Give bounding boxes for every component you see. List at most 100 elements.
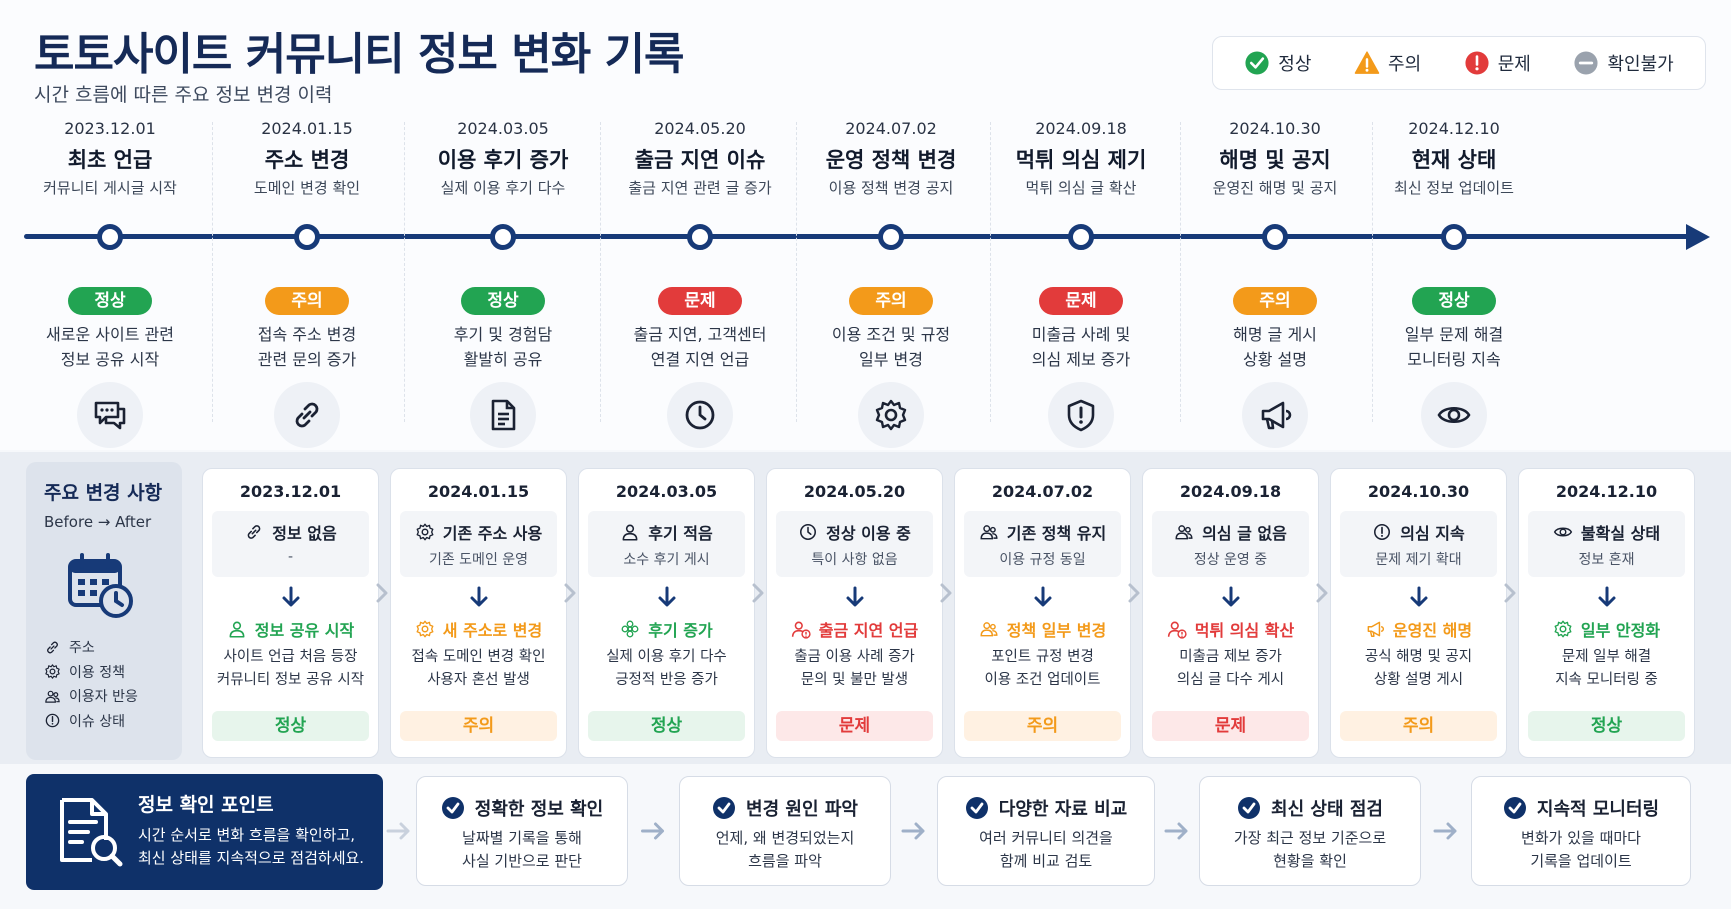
check-point-desc-line1: 변화가 있을 때마다 <box>1521 829 1641 847</box>
before-title: 후기 적음 <box>648 524 713 543</box>
changes-key-1: 이용 정책 <box>44 660 164 685</box>
page-title: 토토사이트 커뮤니티 정보 변화 기록 <box>34 29 684 80</box>
timeline-event-6: 2024.10.30 해명 및 공지 운영진 해명 및 공지 주의 해명 글 게시 상황 … <box>1168 118 1382 448</box>
after-desc-line2: 지속 모니터링 중 <box>1555 672 1658 688</box>
event-description: 출금 지연, 고객센터 연결 지연 언급 <box>593 322 807 372</box>
before-subtitle: 특이 사항 없음 <box>811 552 898 568</box>
changes-key-3: 이슈 상태 <box>44 709 164 734</box>
check-circle-icon <box>441 797 464 819</box>
chevron-right-icon <box>1502 582 1518 604</box>
timeline-divider <box>1372 122 1373 422</box>
timeline-divider <box>796 122 797 422</box>
timeline-dot <box>1068 224 1094 250</box>
event-subtitle: 실제 이용 후기 다수 <box>440 179 566 197</box>
check-points-section: 정보 확인 포인트 시간 순서로 변화 흐름을 확인하고, 최신 상태를 지속적으… <box>0 768 1731 909</box>
card-date: 2024.09.18 <box>1179 482 1282 501</box>
check-point-0: 정확한 정보 확인 날짜별 기록을 통해 사실 기반으로 판단 <box>416 776 628 886</box>
card-date: 2024.10.30 <box>1367 482 1470 501</box>
check-point-1: 변경 원인 파악 언제, 왜 변경되었는지 흐름을 파악 <box>679 776 891 886</box>
legend-item-0: 정상 <box>1244 50 1311 76</box>
change-card-0: 2023.12.01 정보 없음 - 정보 공유 시작 사이트 언급 처음 등장 커뮤니티… <box>202 468 379 758</box>
card-before: 불확실 상태 정보 혼재 <box>1528 511 1685 577</box>
event-desc-line1: 미출금 사례 및 <box>1031 325 1131 344</box>
status-badge: 주의 <box>1233 287 1317 315</box>
gear-icon <box>416 523 434 541</box>
timeline-event-7: 2024.12.10 현재 상태 최신 정보 업데이트 정상 일부 문제 해결 모니터링 … <box>1347 118 1561 448</box>
check-point-desc-line1: 가장 최근 정보 기준으로 <box>1233 829 1387 847</box>
before-title: 정상 이용 중 <box>826 524 911 543</box>
check-point-desc: 변화가 있을 때마다 기록을 업데이트 <box>1472 827 1690 873</box>
user-alert-icon <box>791 621 811 639</box>
card-after: 운영진 해명 공식 해명 및 공지 상황 설명 게시 <box>1340 617 1497 699</box>
legend-item-1: 주의 <box>1354 50 1421 76</box>
event-title: 최초 언급 <box>67 148 153 172</box>
timeline-divider <box>212 122 213 422</box>
card-after: 후기 증가 실제 이용 후기 다수 긍정적 반응 증가 <box>588 617 745 699</box>
after-desc-line2: 의심 글 다수 게시 <box>1176 672 1285 688</box>
before-title: 기존 주소 사용 <box>442 524 543 543</box>
link-icon <box>47 641 58 654</box>
check-point-desc-line2: 흐름을 파악 <box>748 852 822 870</box>
chat-icon <box>94 401 126 430</box>
after-desc-line1: 문제 일부 해결 <box>1561 649 1652 665</box>
change-card-5: 2024.09.18 의심 글 없음 정상 운영 중 먹튀 의심 확산 미출금 제보 증… <box>1142 468 1319 758</box>
event-date: 2024.03.05 <box>457 119 549 138</box>
legend-label: 정상 <box>1278 54 1312 75</box>
legend-label: 주의 <box>1388 54 1422 75</box>
status-badge: 문제 <box>1039 287 1123 315</box>
status-legend: 정상 주의 문제 확인불가 <box>1212 36 1706 90</box>
chevron-right-icon <box>938 582 954 604</box>
event-date: 2024.09.18 <box>1035 119 1127 138</box>
card-status: 문제 <box>1152 711 1309 741</box>
arrow-down-icon <box>846 586 863 607</box>
check-point-desc: 언제, 왜 변경되었는지 흐름을 파악 <box>680 827 890 873</box>
after-title: 출금 지연 언급 <box>818 621 919 640</box>
card-before: 정보 없음 - <box>212 511 369 577</box>
chevron-right-icon <box>750 582 766 604</box>
event-desc-line1: 일부 문제 해결 <box>1404 325 1504 344</box>
check-point-title: 다양한 자료 비교 <box>998 799 1128 820</box>
arrow-down-icon <box>1598 586 1615 607</box>
change-card-6: 2024.10.30 의심 지속 문제 제기 확대 운영진 해명 공식 해명 및 공지 상… <box>1330 468 1507 758</box>
check-circle-icon <box>965 797 988 819</box>
after-desc-line2: 문의 및 불만 발생 <box>800 672 909 688</box>
alert-circle-icon <box>45 713 60 728</box>
arrow-down-icon <box>1410 586 1427 607</box>
event-subtitle: 먹튀 의심 글 확산 <box>1025 179 1137 197</box>
before-subtitle: 기존 도메인 운영 <box>428 552 529 568</box>
card-status: 정상 <box>588 711 745 741</box>
after-desc-line2: 상황 설명 게시 <box>1373 672 1464 688</box>
before-title: 기존 정책 유지 <box>1006 524 1107 543</box>
card-date: 2024.07.02 <box>991 482 1094 501</box>
shield-alert-icon <box>1067 399 1095 432</box>
arrow-right-icon <box>386 820 412 842</box>
user-alert-icon <box>1167 621 1187 639</box>
megaphone-icon <box>1261 401 1292 430</box>
check-circle-icon <box>1238 797 1261 819</box>
users-icon <box>980 622 998 637</box>
arrow-down-icon <box>282 586 299 607</box>
card-date: 2024.05.20 <box>803 482 906 501</box>
legend-label: 문제 <box>1497 54 1531 75</box>
event-icon-circle <box>1048 382 1114 448</box>
event-date: 2024.12.10 <box>1408 119 1500 138</box>
check-points-desc-line1: 시간 순서로 변화 흐름을 확인하고, <box>138 826 356 844</box>
before-subtitle: - <box>287 549 294 565</box>
event-subtitle: 커뮤니티 게시글 시작 <box>43 179 177 197</box>
arrow-down-icon <box>1034 586 1051 607</box>
card-date: 2024.12.10 <box>1555 482 1658 501</box>
change-card-4: 2024.07.02 기존 정책 유지 이용 규정 동일 정책 일부 변경 포인트 규정… <box>954 468 1131 758</box>
calendar-clock-icon <box>68 553 133 618</box>
check-circle-icon <box>1503 797 1526 819</box>
check-point-desc: 날짜별 기록을 통해 사실 기반으로 판단 <box>417 827 627 873</box>
after-title: 후기 증가 <box>648 621 713 640</box>
gear-icon <box>875 399 907 431</box>
event-icon-circle <box>667 382 733 448</box>
timeline-dot <box>1262 224 1288 250</box>
event-icon-circle <box>274 382 340 448</box>
event-desc-line2: 의심 제보 증가 <box>1031 350 1131 369</box>
changes-key-label: 이슈 상태 <box>69 713 125 730</box>
before-subtitle: 문제 제기 확대 <box>1375 552 1462 568</box>
